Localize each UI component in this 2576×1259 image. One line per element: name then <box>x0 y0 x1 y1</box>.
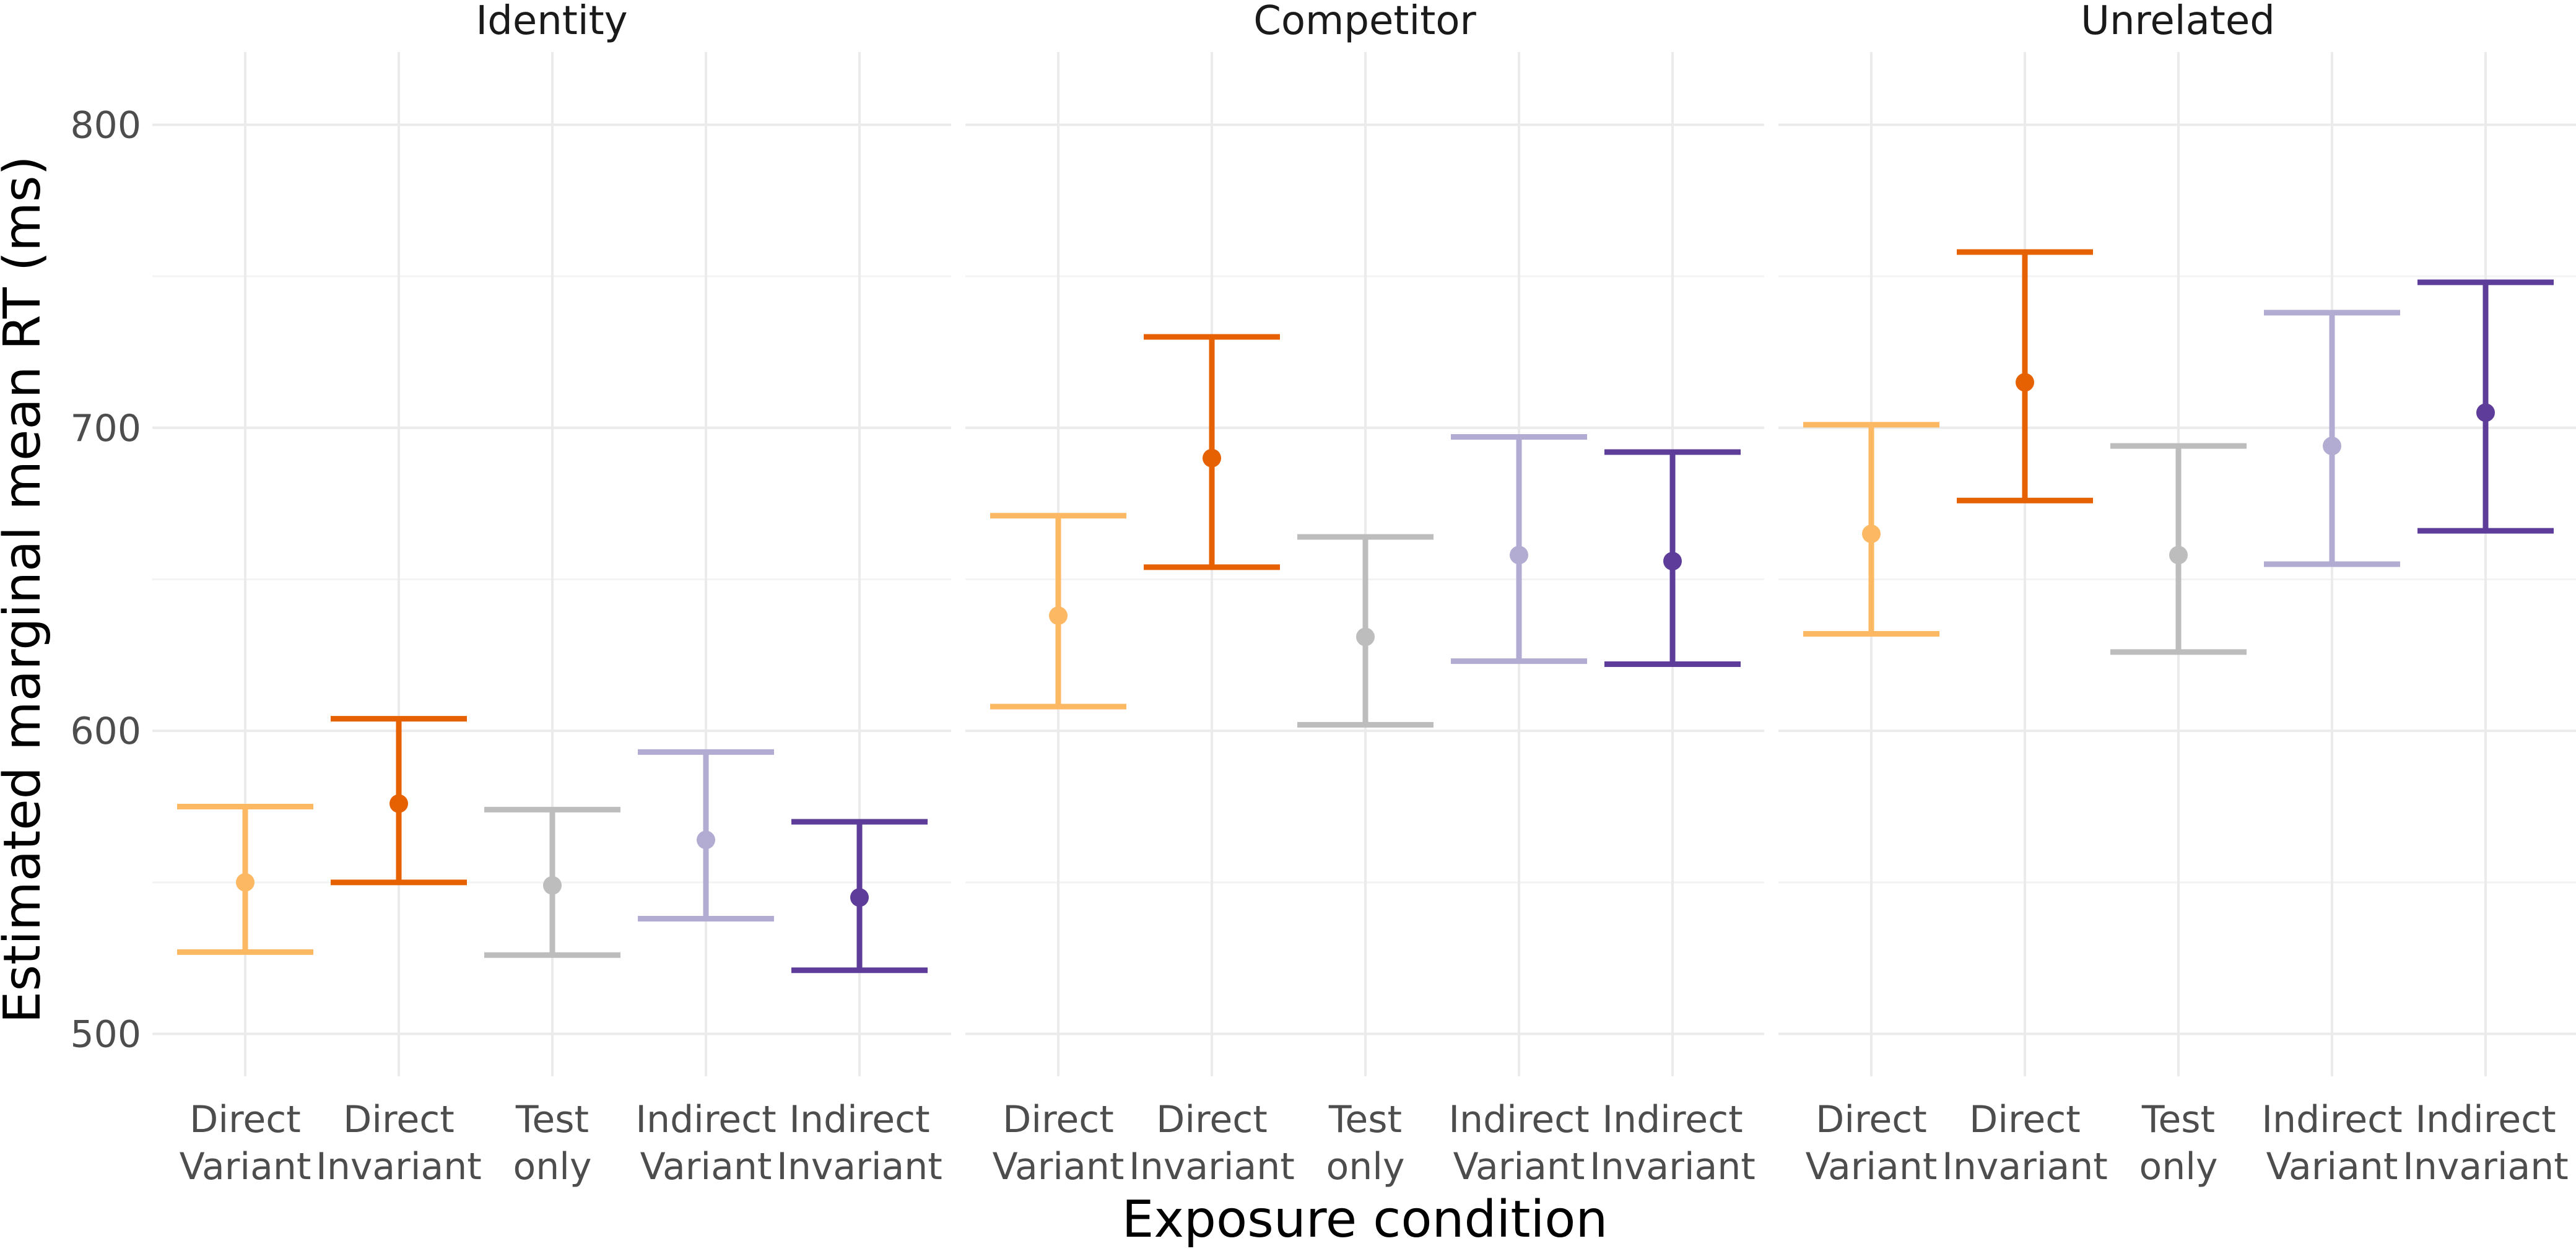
x-tick-label-line2: Invariant <box>2403 1145 2569 1188</box>
x-tick-label-line2: Variant <box>2266 1145 2398 1188</box>
mean-point <box>1862 525 1881 544</box>
mean-point <box>2169 546 2188 565</box>
x-axis-title: Exposure condition <box>1122 1190 1608 1249</box>
x-tick-label-line1: Test <box>1328 1098 1402 1141</box>
x-tick-label-line1: Indirect <box>2261 1098 2402 1141</box>
x-tick-label-line1: Direct <box>343 1098 455 1141</box>
x-tick-label-line2: Invariant <box>1590 1145 1756 1188</box>
x-tick-label-line1: Indirect <box>1448 1098 1589 1141</box>
x-tick-label-line1: Indirect <box>2415 1098 2556 1141</box>
y-tick-label: 500 <box>70 1013 141 1056</box>
x-tick-label-line1: Direct <box>1156 1098 1268 1141</box>
x-tick-label-line1: Indirect <box>1602 1098 1743 1141</box>
x-tick-label-line2: Invariant <box>1129 1145 1295 1188</box>
x-tick-label-line1: Direct <box>189 1098 301 1141</box>
mean-point <box>389 794 408 813</box>
x-tick-label-line1: Test <box>515 1098 589 1141</box>
x-tick-label-line2: Invariant <box>316 1145 482 1188</box>
panel-title-competitor: Competitor <box>1253 0 1476 44</box>
x-tick-label-line1: Indirect <box>635 1098 776 1141</box>
mean-point <box>1663 552 1682 571</box>
y-axis-title: Estimated marginal mean RT (ms) <box>0 156 52 1024</box>
label-layer: IdentityDirectVariantDirectInvariantTest… <box>70 0 2568 1188</box>
mean-point <box>1510 546 1528 565</box>
x-tick-label-line2: Variant <box>993 1145 1125 1188</box>
mean-point <box>2016 373 2034 392</box>
x-tick-label-line1: Direct <box>1816 1098 1927 1141</box>
x-tick-label-line2: only <box>2139 1145 2218 1188</box>
marks-layer <box>177 249 2554 974</box>
x-tick-label-line1: Test <box>2141 1098 2215 1141</box>
x-tick-label-line1: Direct <box>1003 1098 1114 1141</box>
x-tick-label-line2: Variant <box>1453 1145 1585 1188</box>
grid-layer <box>152 52 2576 1076</box>
y-tick-label: 700 <box>70 407 141 450</box>
mean-point <box>1203 448 1221 468</box>
y-tick-label: 600 <box>70 710 141 753</box>
mean-point <box>697 830 715 850</box>
x-tick-label-line1: Direct <box>1969 1098 2081 1141</box>
mean-point <box>1356 627 1375 647</box>
mean-point <box>2323 437 2341 456</box>
mean-point <box>236 873 255 892</box>
x-tick-label-line2: Invariant <box>1942 1145 2108 1188</box>
mean-point <box>2476 403 2495 422</box>
mean-point <box>850 888 869 907</box>
x-tick-label-line2: Variant <box>180 1145 311 1188</box>
mean-point <box>1049 606 1068 625</box>
x-tick-label-line2: Variant <box>1806 1145 1938 1188</box>
x-tick-label-line2: only <box>1326 1145 1405 1188</box>
x-tick-label-line1: Indirect <box>789 1098 929 1141</box>
panel-title-identity: Identity <box>476 0 627 44</box>
mean-point <box>543 876 562 895</box>
x-tick-label-line2: only <box>513 1145 592 1188</box>
panel-title-unrelated: Unrelated <box>2081 0 2275 44</box>
x-tick-label-line2: Variant <box>640 1145 772 1188</box>
y-tick-label: 800 <box>70 103 141 147</box>
x-tick-label-line2: Invariant <box>777 1145 942 1188</box>
